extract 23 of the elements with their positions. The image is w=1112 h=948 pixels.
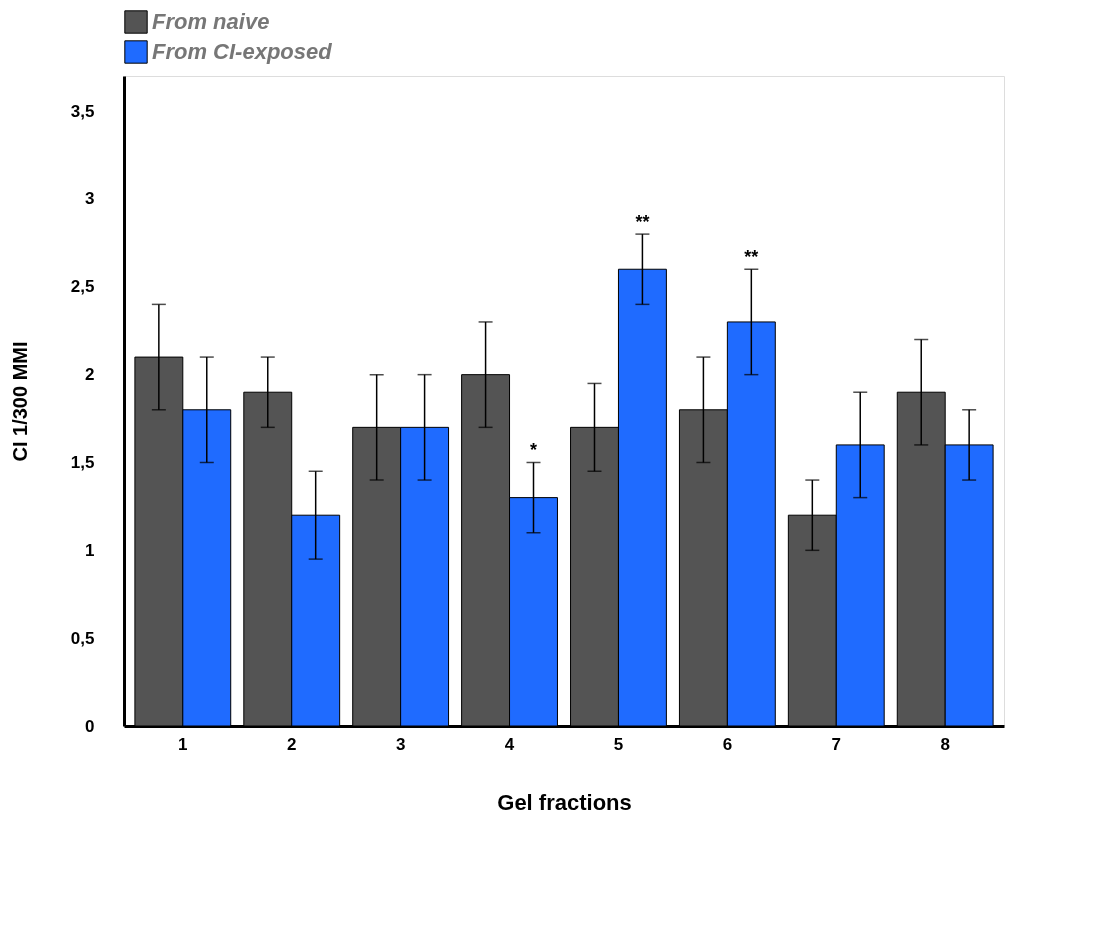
x-tick-label: 8 [940,734,950,754]
x-tick-label: 3 [395,734,406,754]
legend-label: From CI-exposed [152,39,333,64]
x-tick-label: 6 [722,734,733,754]
y-tick-label: 0 [85,716,95,736]
y-tick-label: 1,5 [70,452,95,472]
y-tick-label: 2,5 [70,277,95,297]
data-label: ** [744,247,759,268]
y-tick-label: 2 [85,365,95,385]
y-tick-label: 3 [85,189,95,209]
x-tick-label: 5 [613,734,624,754]
x-tick-label: 2 [286,734,297,754]
data-label: ** [635,212,650,233]
y-tick-label: 1 [85,540,95,560]
x-tick-label: 1 [178,734,188,754]
x-tick-label: 4 [504,734,515,754]
y-axis-title: CI 1/300 MMI [8,341,31,462]
x-tick-label: 7 [831,734,842,754]
legend-label: From naive [152,9,270,34]
y-tick-label: 3,5 [70,101,95,121]
y-tick-label: 0,5 [70,628,95,648]
x-axis-title: Gel fractions [497,789,632,815]
data-label: * [530,440,538,461]
